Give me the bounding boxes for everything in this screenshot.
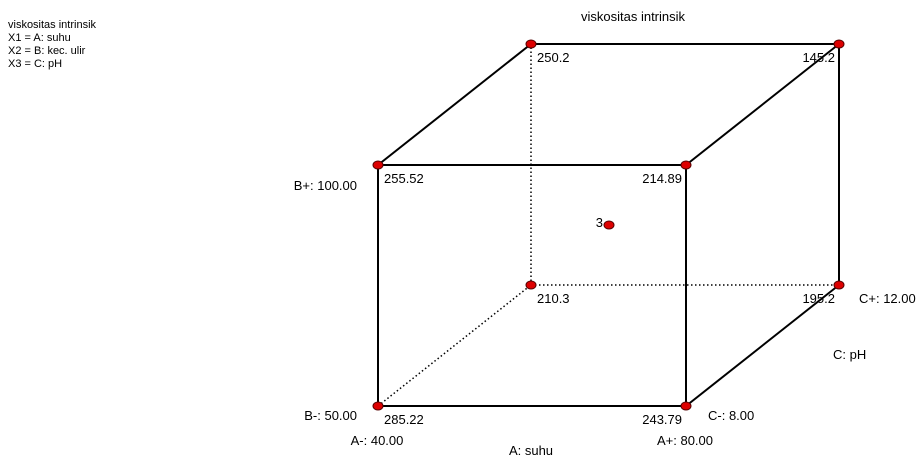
corner-value-label: 285.22: [384, 412, 424, 427]
axis-a-high-label: A+: 80.00: [657, 433, 713, 448]
legend-line-response: viskositas intrinsik: [8, 19, 97, 31]
cube-edge: [377, 43, 532, 166]
legend-line-factor-b: X2 = B: kec. ulir: [8, 45, 86, 57]
corner-value-label: 214.89: [642, 171, 682, 186]
corner-value-label: 195.2: [802, 291, 835, 306]
axis-b-high-label: B+: 100.00: [294, 178, 357, 193]
axis-a-title: A: suhu: [509, 443, 553, 457]
axis-a-low-label: A-: 40.00: [351, 433, 404, 448]
axis-b-low-label: B-: 50.00: [304, 408, 357, 423]
corner-point: [372, 401, 384, 411]
cube-edge: [685, 43, 840, 166]
corner-point: [680, 401, 692, 411]
cube-points: [372, 39, 845, 411]
cube-edge: [685, 284, 840, 407]
corner-value-label: 243.79: [642, 412, 682, 427]
corner-point: [680, 160, 692, 170]
legend-line-factor-a: X1 = A: suhu: [8, 32, 71, 44]
axis-c-high-label: C+: 12.00: [859, 291, 916, 306]
center-point-count-label: 3: [596, 215, 603, 230]
center-point: [603, 220, 615, 230]
cube-labels: viskositas intrinsik B+: 100.00 B-: 50.0…: [294, 9, 916, 457]
corner-value-label: 250.2: [537, 50, 570, 65]
corner-value-label: 145.2: [802, 50, 835, 65]
legend-line-factor-c: X3 = C: pH: [8, 58, 63, 70]
chart-title: viskositas intrinsik: [581, 9, 686, 24]
corner-point: [372, 160, 384, 170]
corner-value-label: 210.3: [537, 291, 570, 306]
legend: viskositas intrinsik X1 = A: suhu X2 = B…: [8, 19, 96, 71]
corner-value-label: 255.52: [384, 171, 424, 186]
corner-point: [833, 280, 845, 290]
axis-c-title: C: pH: [833, 347, 866, 362]
cube-edge: [377, 284, 532, 407]
cube-edges: [377, 43, 840, 407]
corner-point: [525, 39, 537, 49]
corner-point: [525, 280, 537, 290]
corner-point: [833, 39, 845, 49]
axis-c-low-label: C-: 8.00: [708, 408, 754, 423]
